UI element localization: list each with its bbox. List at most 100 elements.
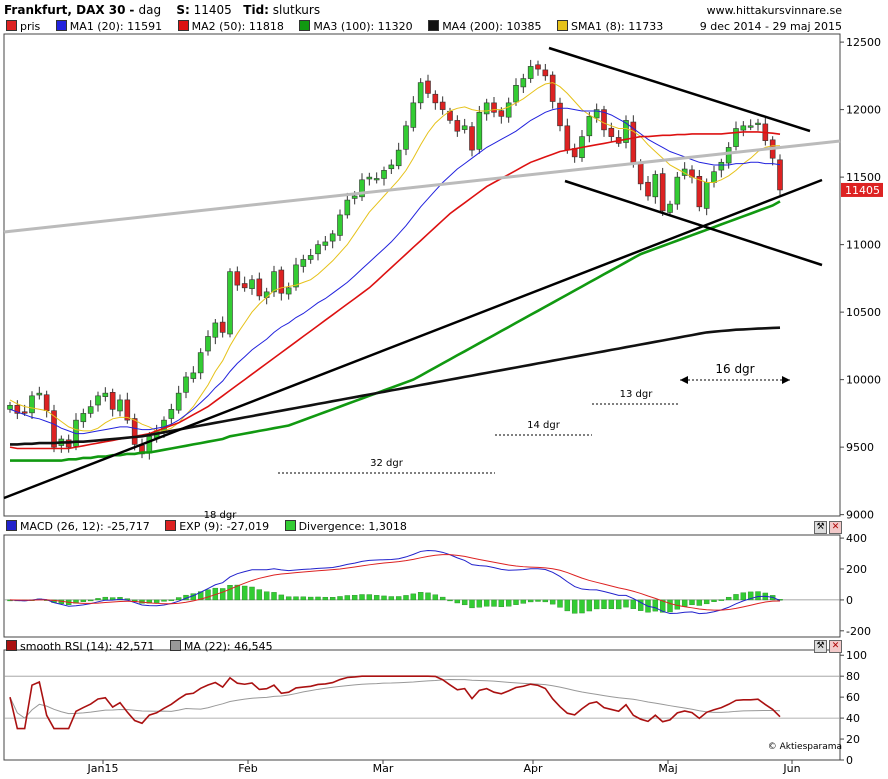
rsi-settings-icon[interactable]: ⚒ xyxy=(814,640,827,653)
divergence-bar xyxy=(733,594,739,601)
divergence-bar xyxy=(315,596,321,601)
legend-ma1: MA1 (20): 11591 xyxy=(55,20,162,33)
candle xyxy=(542,69,549,77)
rsi-line xyxy=(9,675,781,730)
candle xyxy=(43,394,50,411)
price-swatch xyxy=(6,20,17,31)
rsi-close-icon[interactable]: ✕ xyxy=(829,640,842,653)
x-tick-label: Apr xyxy=(523,762,543,775)
candle xyxy=(395,149,402,167)
candle xyxy=(535,64,541,70)
divergence-bar xyxy=(564,599,571,612)
divergence-bar xyxy=(747,591,754,601)
candle xyxy=(520,78,527,88)
divergence-bar xyxy=(447,599,453,602)
divergence-bar xyxy=(366,594,373,601)
exp-swatch xyxy=(165,520,177,531)
divergence-bar xyxy=(337,596,343,601)
candle xyxy=(351,195,358,199)
annotation-14-label: 14 dgr xyxy=(527,420,561,431)
site-url[interactable]: www.hittakursvinnare.se xyxy=(706,4,842,17)
divergence-bar xyxy=(476,599,483,608)
divergence-bar xyxy=(381,595,387,601)
candle xyxy=(256,278,263,297)
legend-macd: MACD (26, 12): -25,717 xyxy=(6,520,150,533)
divergence-bar xyxy=(373,595,380,601)
divergence-bar xyxy=(359,594,365,601)
candle xyxy=(212,322,219,338)
candle xyxy=(271,271,277,293)
candle xyxy=(300,259,307,267)
divergence-bar xyxy=(410,593,417,601)
candle xyxy=(227,271,233,335)
divergence-bar xyxy=(417,592,424,601)
divergence-bar xyxy=(615,599,622,610)
candle xyxy=(564,125,571,151)
instrument-name: Frankfurt, DAX 30 xyxy=(4,3,126,17)
candle xyxy=(425,80,431,94)
candle xyxy=(285,287,292,295)
divergence-bar xyxy=(454,599,461,604)
divergence-bar xyxy=(439,596,446,601)
annotation-16-label: 16 dgr xyxy=(715,362,754,376)
candle xyxy=(329,233,336,242)
candle xyxy=(652,174,659,198)
candle xyxy=(183,376,189,393)
candle xyxy=(337,214,343,236)
candle xyxy=(95,395,101,406)
candle xyxy=(87,406,94,414)
macd-tick-label: -200 xyxy=(846,625,871,638)
candle xyxy=(586,116,593,137)
exp-line xyxy=(9,554,781,611)
divergence-bar xyxy=(549,599,556,605)
divergence-bar xyxy=(117,597,123,601)
candle xyxy=(219,321,226,333)
candle xyxy=(601,109,607,131)
candle xyxy=(608,127,615,137)
macd-close-icon[interactable]: ✕ xyxy=(829,521,842,534)
legend-rsi: smooth RSI (14): 42,571 xyxy=(6,640,154,653)
divergence-bar xyxy=(102,596,109,601)
candle xyxy=(359,179,365,198)
candle xyxy=(623,120,629,143)
divergence-bar xyxy=(601,599,607,609)
chart-header: Frankfurt, DAX 30 - dag S: 11405 Tid: sl… xyxy=(4,3,321,17)
candle xyxy=(513,85,519,103)
last-price-label: 11405 xyxy=(845,184,880,197)
candle xyxy=(637,163,644,185)
rsi-tick-label: 60 xyxy=(846,691,860,704)
x-tick-label: Jun xyxy=(782,762,800,775)
divergence-bar xyxy=(711,599,717,602)
upper-channel-line xyxy=(548,46,811,133)
candle xyxy=(674,176,681,205)
macd-tick-label: 200 xyxy=(846,563,867,576)
candle xyxy=(131,418,138,445)
candle xyxy=(146,436,153,454)
x-tick-label: Feb xyxy=(238,762,257,775)
divergence-bar xyxy=(425,592,431,601)
ma3-swatch xyxy=(299,20,311,31)
rsi-tick-label: 100 xyxy=(846,649,867,662)
divergence-bar xyxy=(80,599,87,602)
rsi-swatch xyxy=(6,640,17,651)
candle xyxy=(439,101,446,110)
annotation-32-label: 32 dgr xyxy=(370,458,404,469)
candle xyxy=(557,102,563,127)
candle xyxy=(249,279,255,289)
divergence-bar xyxy=(667,599,673,613)
divergence-bar xyxy=(689,599,695,606)
candle xyxy=(733,128,739,147)
divergence-bar xyxy=(241,585,248,601)
macd-settings-icon[interactable]: ⚒ xyxy=(814,521,827,534)
candle xyxy=(51,410,57,448)
candle xyxy=(432,93,439,104)
candle xyxy=(168,409,175,419)
ma1-line xyxy=(9,107,781,435)
divergence-bar xyxy=(153,599,160,603)
rsi-tick-label: 20 xyxy=(846,733,860,746)
candle xyxy=(696,176,703,208)
divergence-bar xyxy=(491,599,497,607)
candle xyxy=(388,164,395,170)
legend-divergence: Divergence: 1,3018 xyxy=(284,520,407,533)
divergence-bar xyxy=(95,598,101,601)
